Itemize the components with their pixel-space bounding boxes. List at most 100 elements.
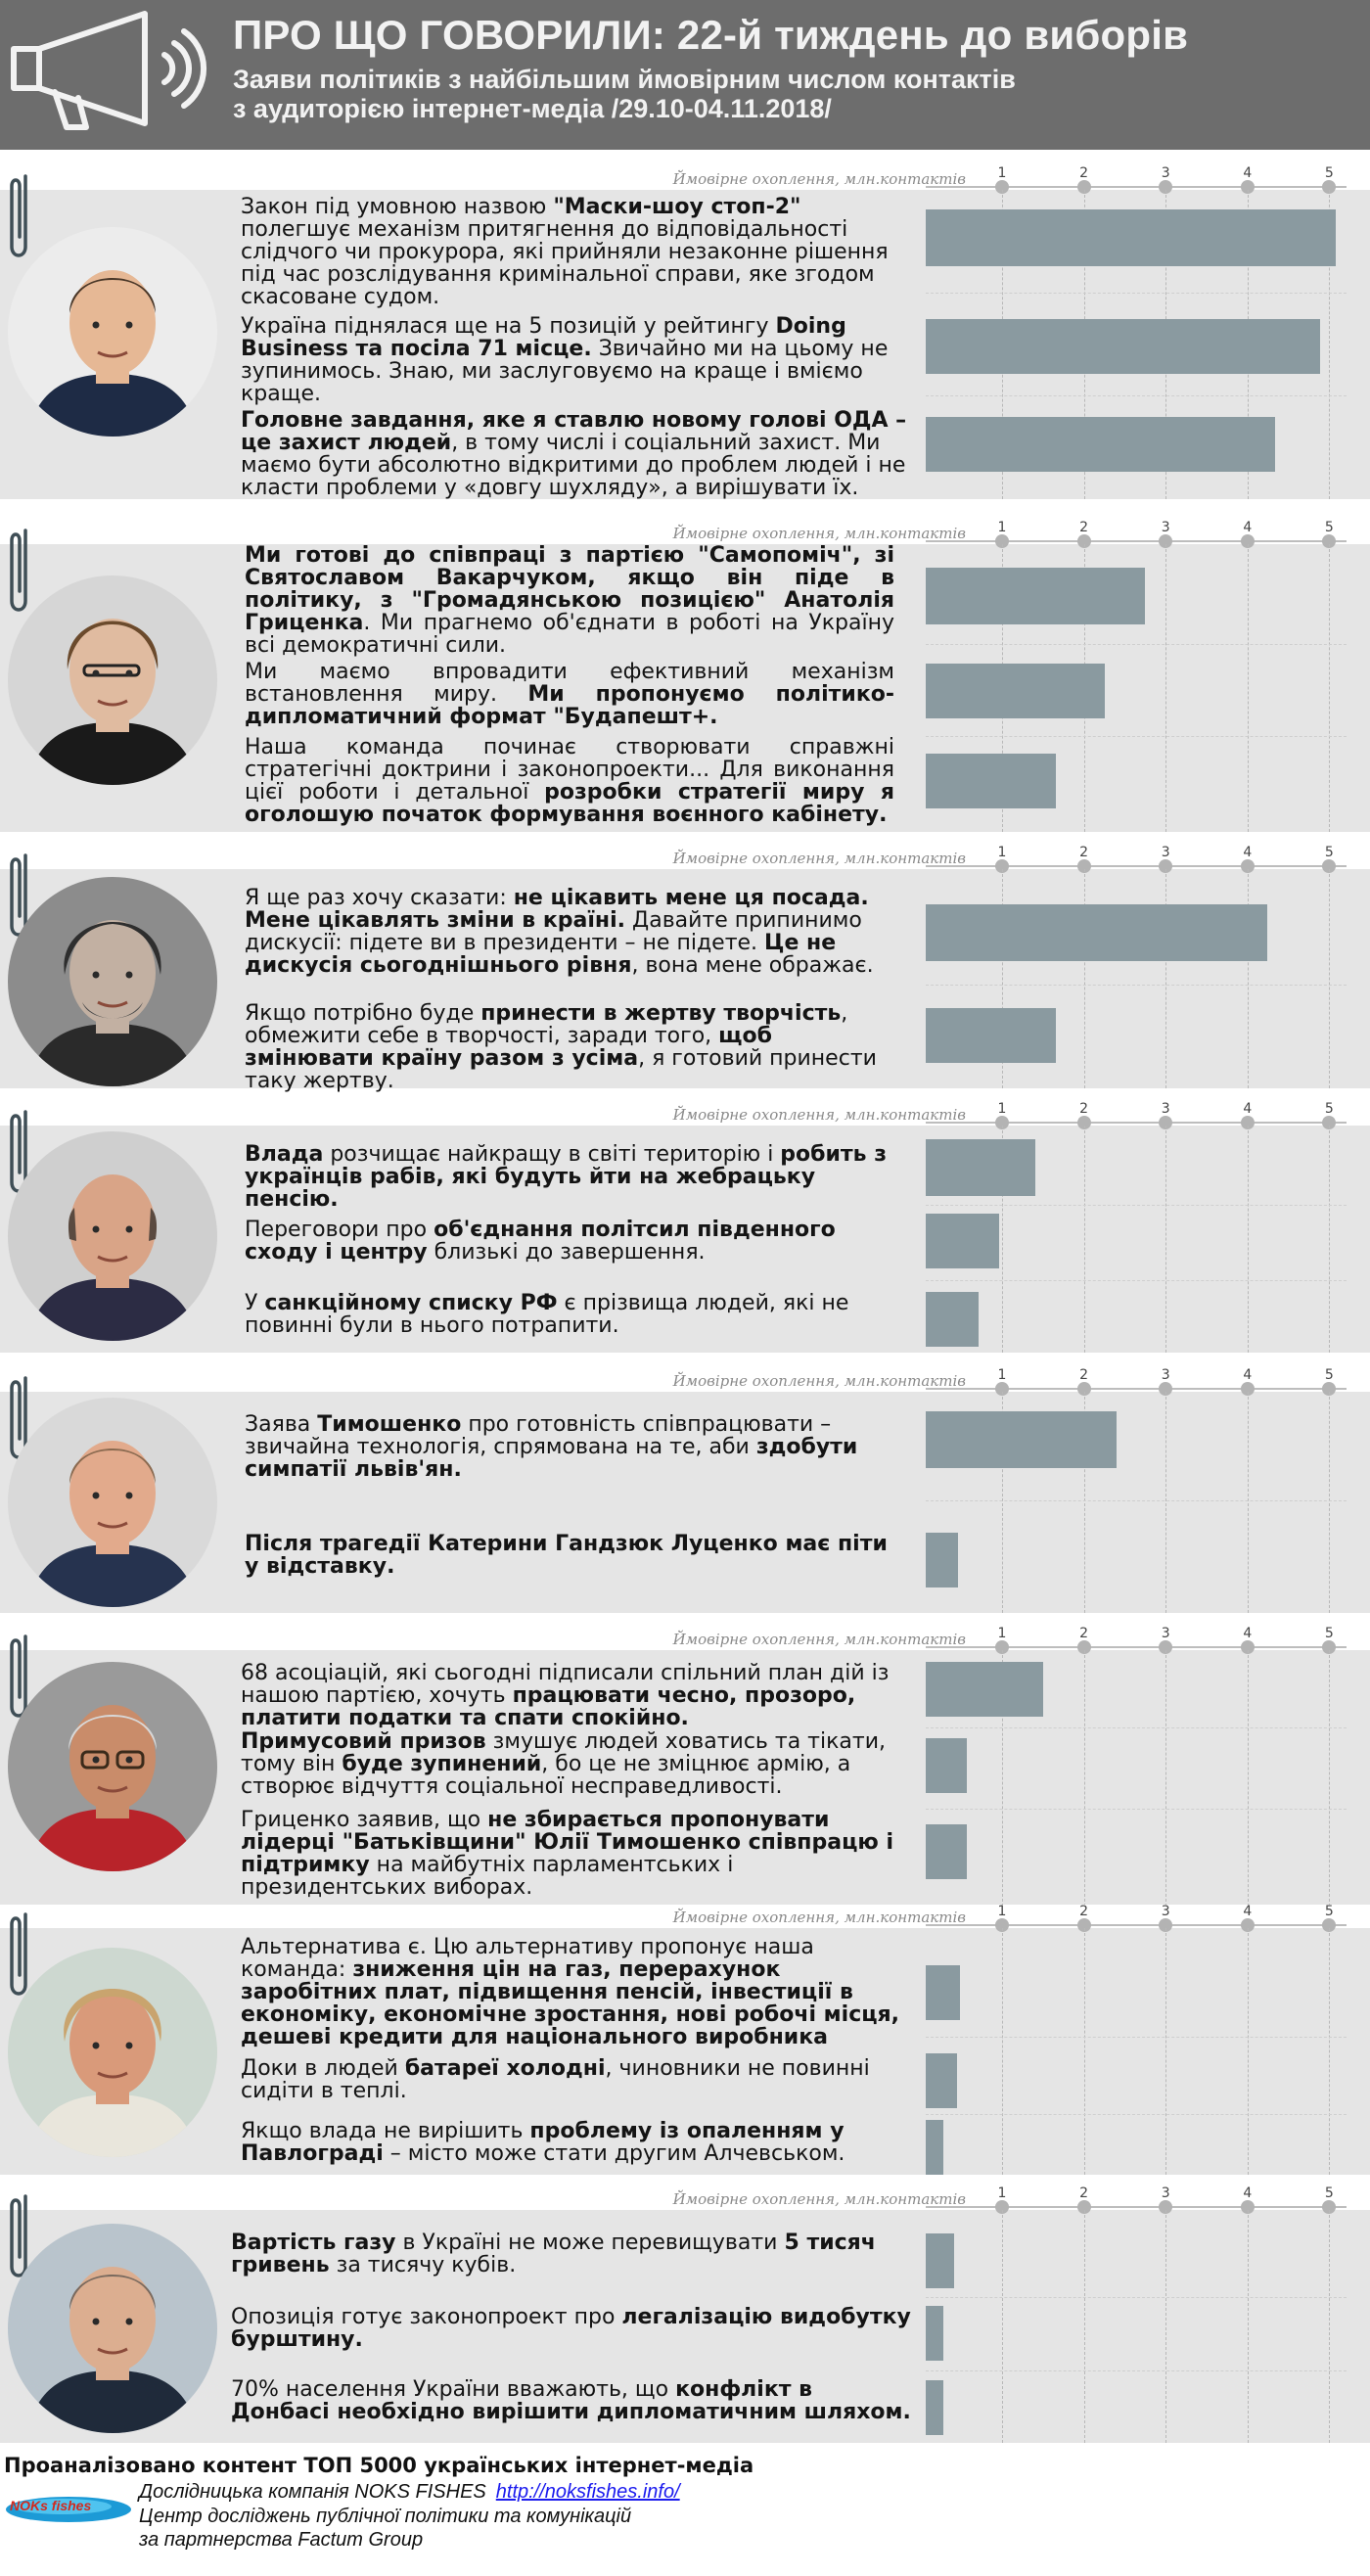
politician-photo	[8, 1662, 217, 1871]
axis-tick-label: 2	[1079, 520, 1089, 535]
paper-clip-icon	[10, 529, 27, 612]
statement-run: – місто може стати другим Алчевськом.	[383, 2141, 845, 2166]
grid-line	[1002, 1126, 1003, 1353]
reach-bar	[926, 1411, 1117, 1468]
axis-tick-label: 1	[997, 520, 1007, 535]
reach-bar	[926, 209, 1336, 266]
axis-tick-label: 5	[1324, 1626, 1334, 1641]
statement-run: У	[245, 1291, 265, 1315]
grid-line	[1002, 1392, 1003, 1613]
reach-bar	[926, 2053, 957, 2108]
axis-tick-label: 4	[1243, 2185, 1253, 2201]
row-separator	[926, 1727, 1347, 1728]
politician-photo	[8, 1948, 217, 2157]
axis-tick-label: 1	[997, 165, 1007, 181]
company-link[interactable]: http://noksfishes.info/	[495, 2481, 680, 2503]
axis-line	[926, 1388, 1347, 1390]
statement-run: Закон під умовною назвою	[241, 195, 554, 219]
page-header: ПРО ЩО ГОВОРИЛИ: 22-й тиждень до виборів…	[0, 0, 1370, 150]
statement-emphasis: санкційному списку РФ	[264, 1291, 558, 1315]
reach-bar	[926, 1214, 999, 1268]
grid-line	[1329, 869, 1331, 1088]
axis-tick-dot	[1076, 859, 1091, 873]
statement-run: , я готовий принести таку жертву.	[245, 1046, 877, 1093]
axis-tick-dot	[1240, 534, 1255, 548]
axis-tick-dot	[1240, 1918, 1255, 1932]
axis-label: Ймовірне охоплення, млн.контактів	[672, 1909, 966, 1926]
grid-line	[1165, 1928, 1167, 2175]
statement-text: Примусовий призов змушує людей ховатись …	[241, 1730, 906, 1798]
statement-section: Ймовірне охоплення, млн.контактів 1 2 3 4 5 Ми…	[0, 520, 1370, 832]
axis-line	[926, 186, 1347, 188]
statement-run: Україна піднялася ще на 5 позицій у рейт…	[241, 314, 776, 339]
statement-emphasis: Ми готові до співпраці з партією "Самопо…	[245, 543, 894, 635]
statement-emphasis: конфлікт в Донбасі необхідно вирішити ди…	[231, 2377, 911, 2424]
axis-tick-label: 4	[1243, 1904, 1253, 1919]
axis-tick-label: 3	[1161, 2185, 1170, 2201]
statement-emphasis: легалізацію видобутку бурштину.	[231, 2305, 911, 2352]
statement-text: Головне завдання, яке я ставлю новому го…	[241, 409, 916, 499]
axis-tick-label: 3	[1161, 1101, 1170, 1117]
reach-bar	[926, 319, 1320, 374]
axis-tick-dot	[1240, 180, 1255, 194]
noks-fishes-logo: NOKs fishes	[6, 2497, 131, 2522]
statement-text: Наша команда починає створювати справжні…	[245, 736, 894, 826]
reach-bar	[926, 1738, 967, 1793]
statement-run: , в тому числі і соціальний захист. Ми м…	[241, 431, 906, 500]
grid-line	[1165, 2210, 1167, 2443]
footer-title: Проаналізовано контент ТОП 5000 українсь…	[4, 2454, 754, 2477]
axis-label: Ймовірне охоплення, млн.контактів	[672, 525, 966, 542]
statement-emphasis: не збирається пропонувати лідерці "Батьк…	[241, 1808, 893, 1877]
statement-run: Наша команда починає створювати справжні…	[245, 735, 894, 805]
reach-bar	[926, 417, 1275, 472]
axis-tick-label: 5	[1324, 2185, 1334, 2201]
reach-bar	[926, 2306, 943, 2361]
axis-tick-label: 1	[997, 1367, 1007, 1383]
axis-tick-label: 3	[1161, 1904, 1170, 1919]
row-separator	[926, 1500, 1347, 1501]
statement-section: Ймовірне охоплення, млн.контактів 1 2 3 4 5 68…	[0, 1626, 1370, 1907]
statement-emphasis: Примусовий призов	[241, 1729, 486, 1754]
axis-tick-dot	[1076, 1918, 1091, 1932]
grid-line	[1002, 2210, 1003, 2443]
axis-tick-dot	[1159, 859, 1173, 873]
statement-run: в Україні не може перевищувати	[395, 2231, 785, 2255]
section-axis-strip: Ймовірне охоплення, млн.контактів	[0, 521, 1370, 544]
axis-tick-dot	[1322, 1918, 1337, 1932]
statement-section: Ймовірне охоплення, млн.контактів 1 2 3 4 5 Я …	[0, 845, 1370, 1092]
statement-section: Ймовірне охоплення, млн.контактів 1 2 3 4 5 Ал…	[0, 1904, 1370, 2175]
section-axis-strip: Ймовірне охоплення, млн.контактів	[0, 846, 1370, 869]
axis-tick-label: 5	[1324, 1367, 1334, 1383]
axis-tick-dot	[1159, 1640, 1173, 1654]
statement-run: , чиновники не повинні сидіти в теплі.	[241, 2056, 870, 2103]
reach-bar	[926, 1533, 958, 1587]
statement-text: Гриценко заявив, що не збирається пропон…	[241, 1809, 906, 1899]
axis-label: Ймовірне охоплення, млн.контактів	[672, 1372, 966, 1390]
axis-line	[926, 865, 1347, 867]
reach-bar	[926, 1824, 967, 1879]
section-axis-strip: Ймовірне охоплення, млн.контактів	[0, 2186, 1370, 2210]
axis-tick-label: 4	[1243, 165, 1253, 181]
axis-label: Ймовірне охоплення, млн.контактів	[672, 1631, 966, 1648]
grid-line	[1329, 190, 1331, 499]
grid-line	[1165, 1392, 1167, 1613]
section-axis-strip: Ймовірне охоплення, млн.контактів	[0, 1368, 1370, 1392]
page-title: ПРО ЩО ГОВОРИЛИ: 22-й тиждень до виборів	[233, 12, 1189, 58]
statement-text: Альтернатива є. Цю альтернативу пропонує…	[241, 1936, 906, 2048]
axis-tick-label: 5	[1324, 165, 1334, 181]
grid-line	[1247, 544, 1249, 832]
reach-bar	[926, 664, 1105, 718]
statement-run: розчищає найкращу в світі територію і	[323, 1142, 781, 1167]
statement-emphasis: батареї холодні	[404, 2056, 606, 2081]
section-body	[0, 1928, 1370, 2175]
section-axis-strip: Ймовірне охоплення, млн.контактів	[0, 166, 1370, 190]
axis-tick-dot	[995, 1918, 1009, 1932]
axis-tick-label: 5	[1324, 520, 1334, 535]
statement-run: полегшує механізм притягнення до відпові…	[241, 217, 889, 309]
grid-line	[1083, 1126, 1085, 1353]
statement-run: Я ще раз хочу сказати:	[245, 886, 514, 910]
grid-line	[1083, 2210, 1085, 2443]
statement-text: Україна піднялася ще на 5 позицій у рейт…	[241, 315, 916, 405]
statement-emphasis: розробки стратегії миру я оголошую почат…	[245, 780, 894, 827]
statement-run: Переговори про	[245, 1218, 434, 1242]
